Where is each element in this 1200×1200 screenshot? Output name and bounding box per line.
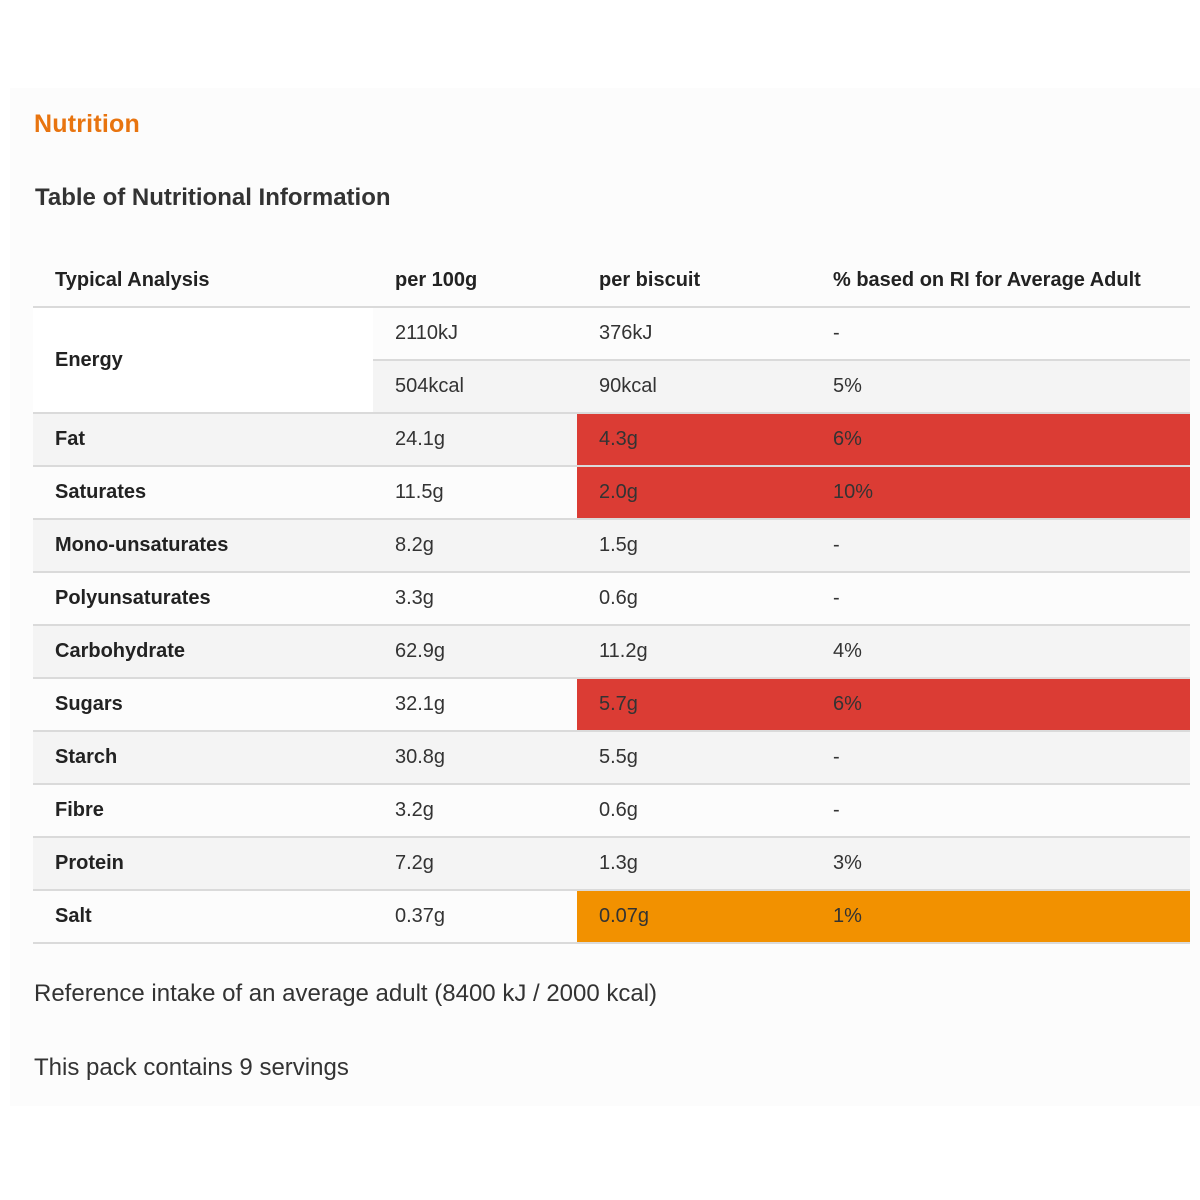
per-100g-value: 62.9g xyxy=(373,625,577,679)
column-header-ri: % based on RI for Average Adult xyxy=(811,254,1190,308)
table-row-energy-kcal: 504kcal 90kcal 5% xyxy=(33,360,1190,414)
row-label-energy: Energy xyxy=(33,307,373,414)
per-biscuit-value: 0.6g xyxy=(577,572,811,626)
energy-kcal-ri: 5% xyxy=(811,360,1190,414)
table-row: Fibre 3.2g 0.6g - xyxy=(33,784,1190,838)
per-biscuit-value: 1.5g xyxy=(577,519,811,573)
per-biscuit-value: 2.0g xyxy=(577,466,811,520)
reference-intake-note: Reference intake of an average adult (84… xyxy=(34,980,658,1007)
column-header-per-biscuit: per biscuit xyxy=(577,254,811,308)
ri-value: - xyxy=(811,731,1190,785)
table-row: Carbohydrate 62.9g 11.2g 4% xyxy=(33,625,1190,679)
ri-value: 1% xyxy=(811,890,1190,944)
per-100g-value: 7.2g xyxy=(373,837,577,891)
row-label: Polyunsaturates xyxy=(33,572,373,626)
table-header-row: Typical Analysis per 100g per biscuit % … xyxy=(33,254,1190,308)
row-label: Fat xyxy=(33,413,373,467)
ri-value: - xyxy=(811,519,1190,573)
per-biscuit-value: 1.3g xyxy=(577,837,811,891)
table-row: Salt 0.37g 0.07g 1% xyxy=(33,890,1190,944)
energy-kj-per-biscuit: 376kJ xyxy=(577,307,811,361)
per-100g-value: 32.1g xyxy=(373,678,577,732)
per-biscuit-value: 4.3g xyxy=(577,413,811,467)
per-100g-value: 0.37g xyxy=(373,890,577,944)
table-title: Table of Nutritional Information xyxy=(35,184,391,211)
row-label: Salt xyxy=(33,890,373,944)
ri-value: - xyxy=(811,784,1190,838)
per-100g-value: 3.2g xyxy=(373,784,577,838)
per-100g-value: 8.2g xyxy=(373,519,577,573)
table-row: Polyunsaturates 3.3g 0.6g - xyxy=(33,572,1190,626)
row-label: Carbohydrate xyxy=(33,625,373,679)
table-row: Mono-unsaturates 8.2g 1.5g - xyxy=(33,519,1190,573)
ri-value: - xyxy=(811,572,1190,626)
per-biscuit-value: 0.6g xyxy=(577,784,811,838)
table-row: Protein 7.2g 1.3g 3% xyxy=(33,837,1190,891)
table-row: Saturates 11.5g 2.0g 10% xyxy=(33,466,1190,520)
per-100g-value: 24.1g xyxy=(373,413,577,467)
table-row-energy-kj: Energy 2110kJ 376kJ - xyxy=(33,307,1190,414)
per-biscuit-value: 5.5g xyxy=(577,731,811,785)
energy-kcal-per-biscuit: 90kcal xyxy=(577,360,811,414)
row-label: Fibre xyxy=(33,784,373,838)
ri-value: 4% xyxy=(811,625,1190,679)
per-100g-value: 11.5g xyxy=(373,466,577,520)
row-label: Saturates xyxy=(33,466,373,520)
column-header-typical-analysis: Typical Analysis xyxy=(33,254,373,308)
ri-value: 3% xyxy=(811,837,1190,891)
section-title: Nutrition xyxy=(34,110,140,138)
row-label: Protein xyxy=(33,837,373,891)
per-100g-value: 3.3g xyxy=(373,572,577,626)
table-row: Fat 24.1g 4.3g 6% xyxy=(33,413,1190,467)
row-label: Mono-unsaturates xyxy=(33,519,373,573)
row-label: Sugars xyxy=(33,678,373,732)
per-100g-value: 30.8g xyxy=(373,731,577,785)
nutrition-table: Typical Analysis per 100g per biscuit % … xyxy=(33,254,1190,944)
table-row: Starch 30.8g 5.5g - xyxy=(33,731,1190,785)
ri-value: 10% xyxy=(811,466,1190,520)
ri-value: 6% xyxy=(811,678,1190,732)
ri-value: 6% xyxy=(811,413,1190,467)
per-biscuit-value: 5.7g xyxy=(577,678,811,732)
energy-kj-ri: - xyxy=(811,307,1190,361)
column-header-per-100g: per 100g xyxy=(373,254,577,308)
energy-kcal-per-100g: 504kcal xyxy=(373,360,577,414)
servings-note: This pack contains 9 servings xyxy=(34,1054,349,1081)
per-biscuit-value: 11.2g xyxy=(577,625,811,679)
table-row: Sugars 32.1g 5.7g 6% xyxy=(33,678,1190,732)
per-biscuit-value: 0.07g xyxy=(577,890,811,944)
energy-kj-per-100g: 2110kJ xyxy=(373,307,577,361)
row-label: Starch xyxy=(33,731,373,785)
